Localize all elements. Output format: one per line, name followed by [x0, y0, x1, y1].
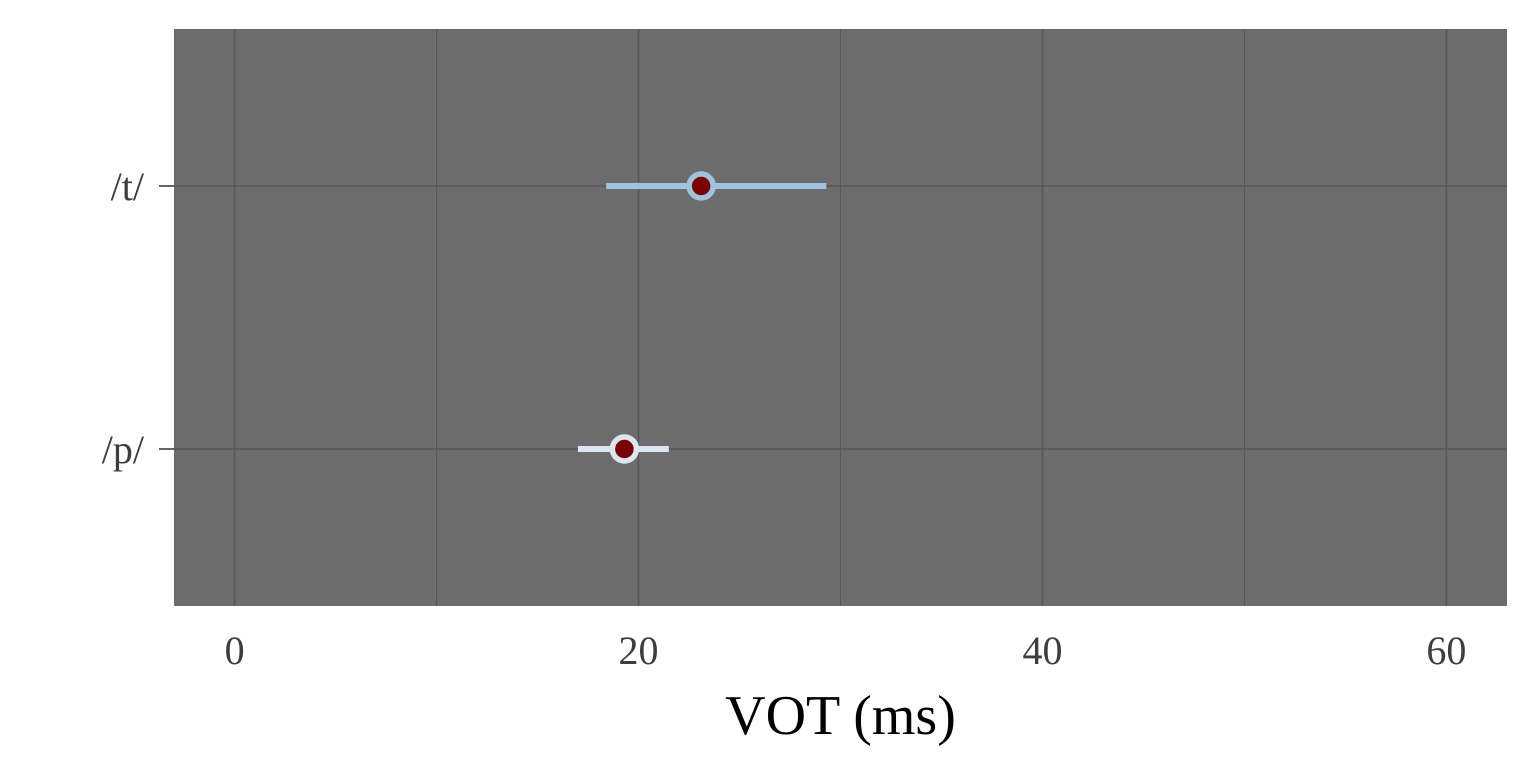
x-tick-label-60: 60 [1426, 628, 1466, 673]
y-tick-label-1: /p/ [102, 427, 145, 472]
data-marks [577, 171, 827, 464]
major-gridlines [174, 29, 1507, 606]
point-1 [609, 434, 640, 464]
x-tick-label-20: 20 [619, 628, 659, 673]
x-axis-labels: 0 20 40 60 [225, 628, 1467, 673]
minor-gridlines [436, 29, 1245, 606]
x-axis-title: VOT (ms) [725, 685, 956, 747]
y-axis-ticks [159, 185, 174, 450]
y-tick-label-0: /t/ [111, 164, 145, 209]
x-tick-label-40: 40 [1022, 628, 1062, 673]
y-axis-labels: /t/ /p/ [102, 164, 145, 472]
point-0 [686, 171, 716, 201]
x-tick-label-0: 0 [225, 628, 245, 673]
